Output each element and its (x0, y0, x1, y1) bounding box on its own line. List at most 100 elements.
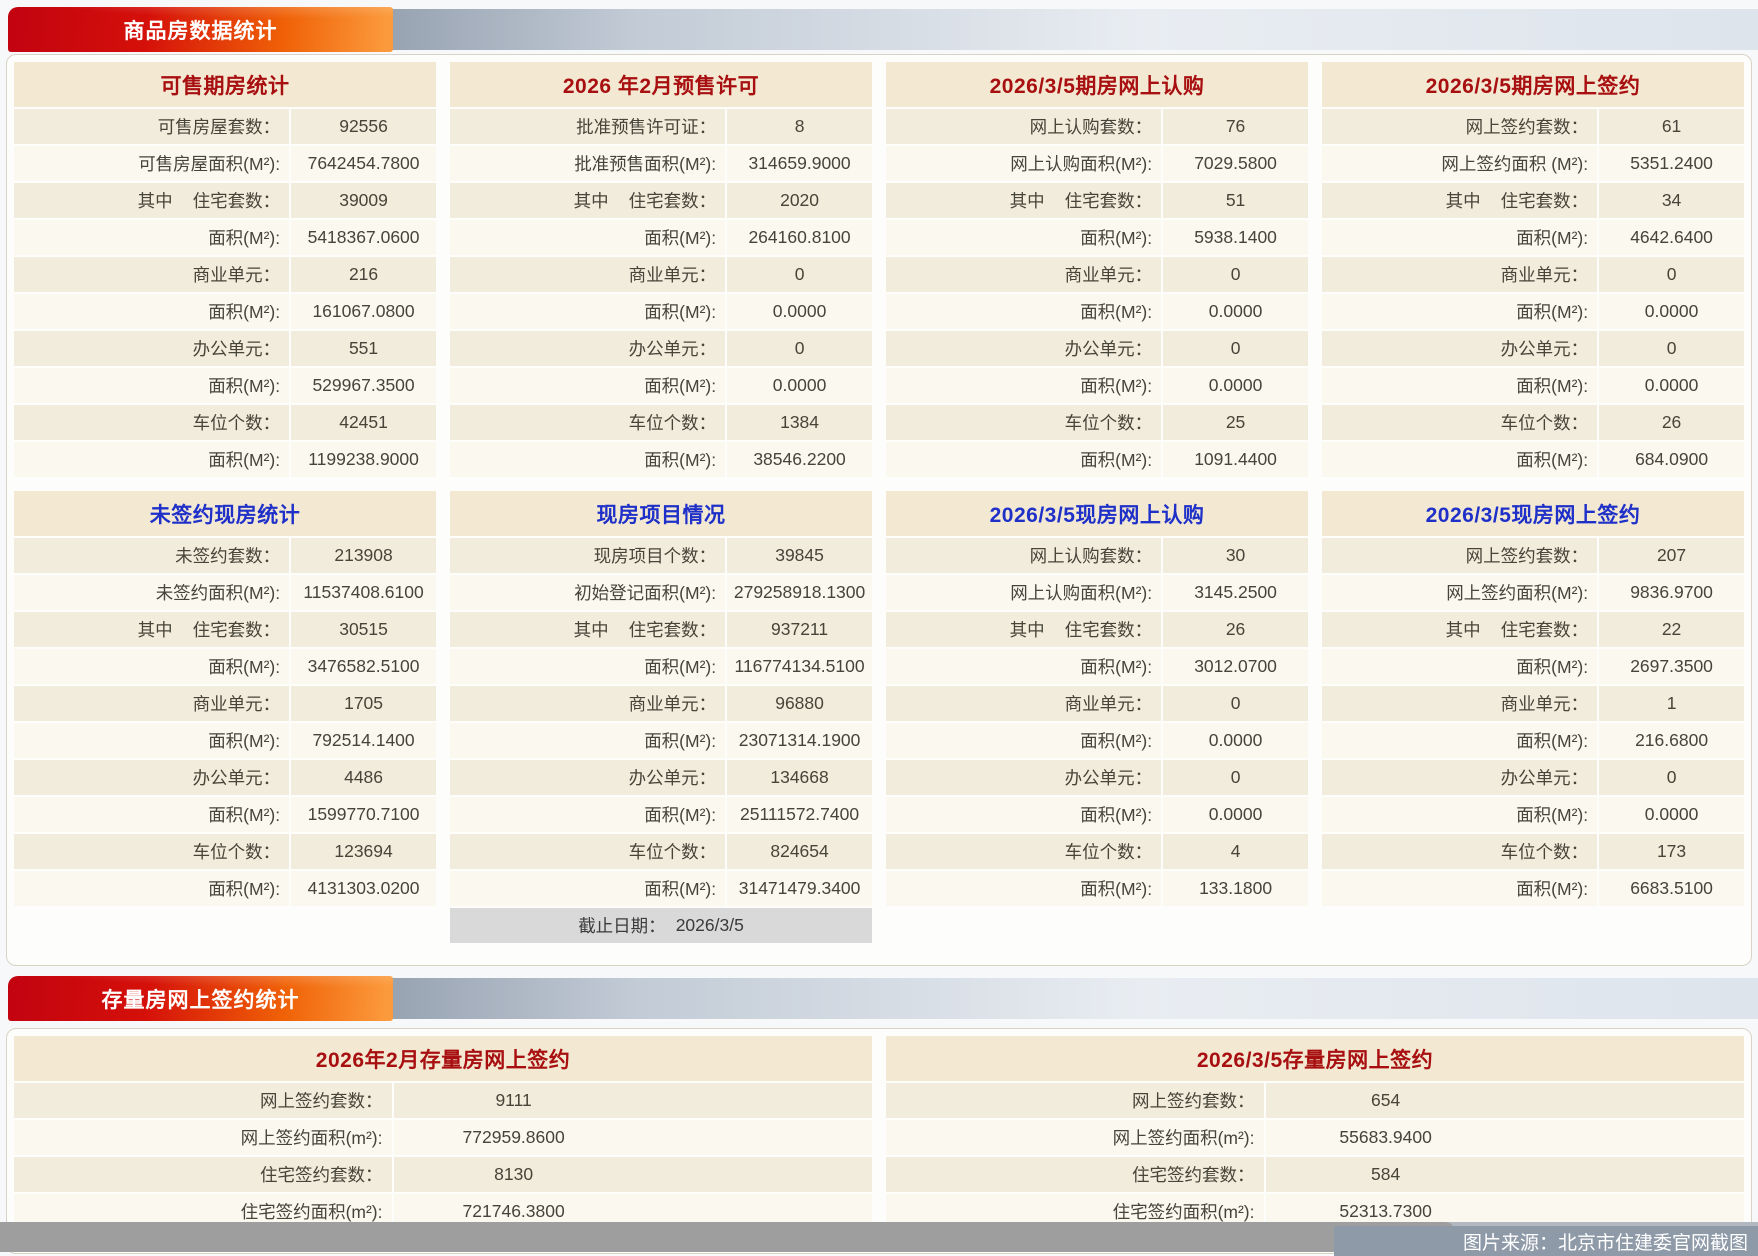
row-value: 7029.5800 (1163, 146, 1308, 181)
row-label-text: 商业单元： (628, 265, 717, 285)
table-row: 面积(M²): 4131303.0200 (14, 871, 436, 906)
row-label: 其中 住宅套数： (886, 183, 1162, 218)
banner-title: 存量房网上签约统计 (101, 988, 300, 1012)
row-label: 面积(M²): (1322, 294, 1598, 329)
panel-title: 2026/3/5存量房网上签约 (886, 1036, 1744, 1081)
row-label-text: 办公单元： (628, 768, 717, 788)
row-label-text: 面积(M²): (644, 376, 717, 396)
row-label-text: 面积(M²): (208, 657, 281, 677)
cutoff-date-label: 截止日期： (578, 916, 666, 936)
row-label-text: 住宅套数： (628, 620, 717, 640)
table-row: 面积(M²): 161067.0800 (14, 294, 436, 329)
row-label: 未签约套数： (14, 538, 290, 573)
row-value: 31471479.3400 (727, 871, 872, 906)
data-panel: 2026/3/5现房网上认购 网上认购套数： 30 网上认购面积(M²): 3145.2… (886, 491, 1308, 906)
row-label: 面积(M²): (14, 797, 290, 832)
row-value: 3012.0700 (1163, 649, 1308, 684)
row-label-prefix: 其中 (137, 620, 173, 640)
table-row: 办公单元： 0 (886, 331, 1308, 366)
row-value: 6683.5100 (1599, 871, 1744, 906)
row-value: 8130 (393, 1157, 634, 1192)
table-row: 其中 住宅套数： 2020 (450, 183, 872, 218)
row-label-text: 面积(M²): (1516, 879, 1589, 899)
row-label: 面积(M²): (450, 368, 726, 403)
row-label-text: 面积(M²): (208, 879, 281, 899)
row-value: 0.0000 (727, 294, 872, 329)
table-row: 网上认购套数： 30 (886, 538, 1308, 573)
row-label-text: 现房项目个数： (593, 546, 717, 566)
row-value: 216 (291, 257, 436, 292)
row-label: 可售房屋套数： (14, 109, 290, 144)
table-row: 车位个数： 123694 (14, 834, 436, 869)
row-label: 网上签约面积(m²): (14, 1120, 392, 1155)
row-value: 1384 (727, 405, 872, 440)
row-label-text: 面积(M²): (1080, 376, 1153, 396)
row-label-text: 车位个数： (628, 842, 717, 862)
table-row: 面积(M²): 5418367.0600 (14, 220, 436, 255)
data-panel: 2026/3/5存量房网上签约 网上签约套数： 654 网上签约面积(m²): 5568… (886, 1036, 1744, 1229)
row-value: 39009 (291, 183, 436, 218)
row-label-text: 面积(M²): (1516, 228, 1589, 248)
row-value: 792514.1400 (291, 723, 436, 758)
row-value: 8 (727, 109, 872, 144)
row-label-text: 网上签约面积(m²): (240, 1128, 383, 1148)
row-label: 其中 住宅套数： (450, 612, 726, 647)
row-label: 面积(M²): (1322, 220, 1598, 255)
row-label-text: 商业单元： (1064, 265, 1153, 285)
row-label: 面积(M²): (886, 649, 1162, 684)
row-label: 网上认购套数： (886, 109, 1162, 144)
row-label-text: 批准预售面积(M²): (574, 154, 717, 174)
row-label: 批准预售面积(M²): (450, 146, 726, 181)
row-label-text: 面积(M²): (1516, 731, 1589, 751)
row-label-text: 车位个数： (1500, 413, 1589, 433)
data-panel: 2026/3/5现房网上签约 网上签约套数： 207 网上签约面积(M²): 9836.… (1322, 491, 1744, 906)
row-label: 面积(M²): (886, 220, 1162, 255)
row-value: 0 (1163, 331, 1308, 366)
row-label: 办公单元： (886, 331, 1162, 366)
row-label-text: 网上签约套数： (1132, 1091, 1255, 1111)
row-value: 51 (1163, 183, 1308, 218)
row-value: 1091.4400 (1163, 442, 1308, 477)
panel-title: 2026 年2月预售许可 (450, 62, 872, 107)
table-row: 车位个数： 824654 (450, 834, 872, 869)
row-label-text: 面积(M²): (1516, 805, 1589, 825)
horizontal-scrollbar-thumb[interactable] (0, 1222, 1455, 1252)
row-label-text: 办公单元： (628, 339, 717, 359)
row-value: 1705 (291, 686, 436, 721)
row-label: 办公单元： (1322, 331, 1598, 366)
row-label: 住宅签约套数： (14, 1157, 392, 1192)
row-value: 55683.9400 (1265, 1120, 1506, 1155)
row-label-text: 网上签约套数： (1465, 117, 1589, 137)
row-label: 办公单元： (450, 760, 726, 795)
row-label-text: 住宅套数： (1500, 191, 1589, 211)
row-label: 网上认购面积(M²): (886, 146, 1162, 181)
row-filler (633, 1083, 872, 1118)
table-row: 面积(M²): 3012.0700 (886, 649, 1308, 684)
row-value: 7642454.7800 (291, 146, 436, 181)
row-label: 面积(M²): (1322, 649, 1598, 684)
row-value: 213908 (291, 538, 436, 573)
table-row: 面积(M²): 6683.5100 (1322, 871, 1744, 906)
row-value: 1199238.9000 (291, 442, 436, 477)
table-row: 面积(M²): 38546.2200 (450, 442, 872, 477)
table-row: 批准预售许可证： 8 (450, 109, 872, 144)
row-value: 3145.2500 (1163, 575, 1308, 610)
table-row: 面积(M²): 4642.6400 (1322, 220, 1744, 255)
table-row: 商业单元： 216 (14, 257, 436, 292)
panel-title: 2026年2月存量房网上签约 (14, 1036, 872, 1081)
panel-title: 2026/3/5现房网上认购 (886, 491, 1308, 536)
row-label-text: 面积(M²): (208, 450, 281, 470)
row-label: 面积(M²): (450, 797, 726, 832)
table-row: 其中 住宅套数： 51 (886, 183, 1308, 218)
table-row: 面积(M²): 25111572.7400 (450, 797, 872, 832)
row-label-prefix: 其中 (1445, 191, 1481, 211)
row-label: 其中 住宅套数： (1322, 612, 1598, 647)
row-value: 34 (1599, 183, 1744, 218)
row-label-text: 车位个数： (1064, 842, 1153, 862)
row-label-prefix: 其中 (1009, 191, 1045, 211)
row-label-text: 住宅套数： (192, 191, 281, 211)
table-row: 其中 住宅套数： 39009 (14, 183, 436, 218)
row-value: 76 (1163, 109, 1308, 144)
row-value: 25111572.7400 (727, 797, 872, 832)
row-label: 办公单元： (14, 331, 290, 366)
